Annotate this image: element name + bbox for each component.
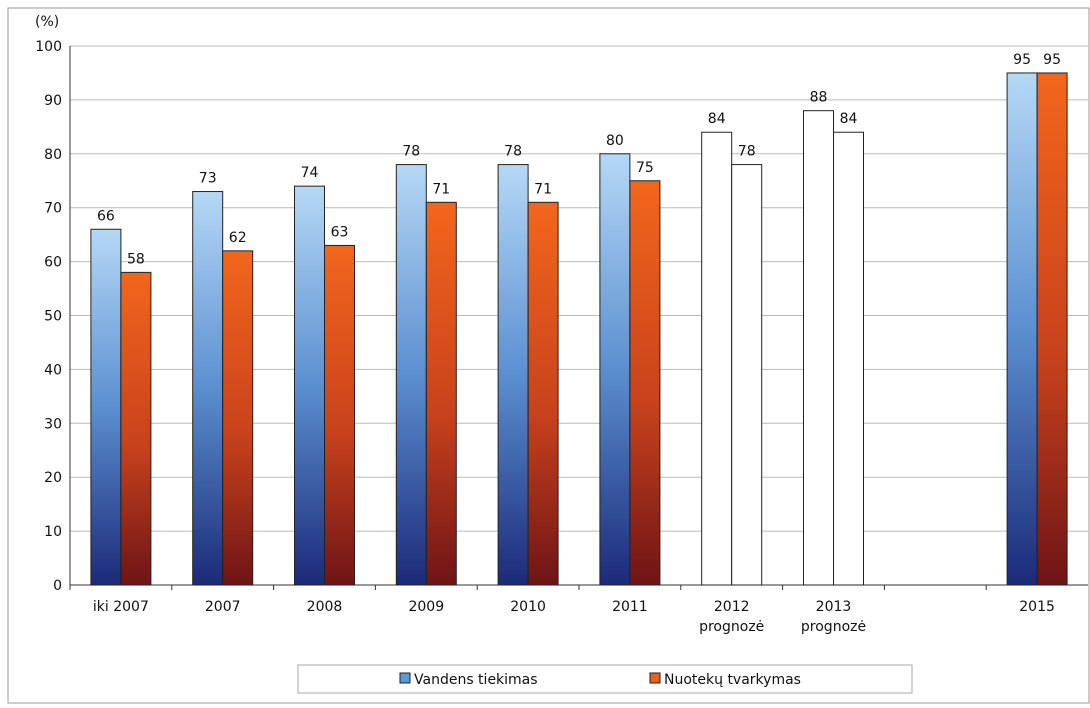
value-label: 95 [1013, 52, 1031, 68]
x-tick-label: 2013 [816, 599, 852, 615]
legend-swatch [649, 672, 661, 684]
x-tick-label: 2007 [205, 599, 241, 615]
value-label: 78 [504, 144, 522, 160]
value-label: 66 [97, 208, 115, 224]
value-label: 73 [199, 171, 217, 187]
bar [803, 110, 834, 586]
value-label: 75 [636, 160, 654, 176]
x-tick-label: 2010 [510, 599, 546, 615]
value-label: 63 [331, 224, 349, 240]
y-tick-label: 30 [44, 416, 62, 432]
value-label: 88 [810, 90, 828, 106]
value-label: 84 [840, 111, 858, 127]
value-label: 78 [402, 144, 420, 160]
bar [527, 201, 559, 586]
value-label: 84 [708, 111, 726, 127]
legend-label: Nuotekų tvarkymas [664, 672, 801, 688]
y-axis-label: (%) [35, 14, 59, 30]
value-label: 74 [301, 165, 319, 181]
bar [395, 164, 427, 586]
bar [497, 164, 529, 586]
y-tick-label: 90 [44, 93, 62, 109]
value-label: 58 [127, 251, 145, 267]
y-tick-label: 10 [44, 524, 62, 540]
bar [599, 153, 631, 586]
y-tick-label: 20 [44, 470, 62, 486]
value-label: 78 [738, 144, 756, 160]
bar [1036, 72, 1068, 586]
bar [222, 250, 254, 586]
value-label: 62 [229, 230, 247, 246]
y-tick-label: 50 [44, 309, 62, 325]
bar [425, 201, 457, 586]
x-tick-label: iki 2007 [93, 599, 149, 615]
x-tick-label: 2011 [612, 599, 648, 615]
bar [90, 228, 122, 586]
bar [701, 131, 733, 586]
legend-label: Vandens tiekimas [414, 672, 538, 688]
bar [833, 131, 864, 586]
y-tick-label: 100 [35, 39, 62, 55]
y-tick-label: 80 [44, 147, 62, 163]
value-label: 95 [1043, 52, 1061, 68]
bar [731, 164, 763, 586]
frame [7, 7, 1090, 704]
x-tick-label: 2012 [714, 599, 750, 615]
x-tick-label: 2008 [307, 599, 343, 615]
value-label: 71 [432, 181, 450, 197]
value-label: 71 [534, 181, 552, 197]
bar [1006, 72, 1038, 586]
bar [120, 271, 152, 586]
bar [324, 244, 355, 586]
y-tick-label: 60 [44, 255, 62, 271]
y-tick-label: 0 [53, 578, 62, 594]
bar [294, 185, 325, 586]
legend-swatch [399, 672, 411, 684]
value-label: 80 [606, 133, 624, 149]
bar [192, 191, 224, 586]
y-tick-label: 40 [44, 362, 62, 378]
legend-box [297, 664, 913, 694]
x-tick-note: prognozė [699, 619, 764, 635]
x-tick-label: 2015 [1019, 599, 1055, 615]
x-tick-label: 2009 [408, 599, 444, 615]
y-tick-label: 70 [44, 201, 62, 217]
x-tick-note: prognozė [801, 619, 866, 635]
bar [629, 180, 661, 586]
